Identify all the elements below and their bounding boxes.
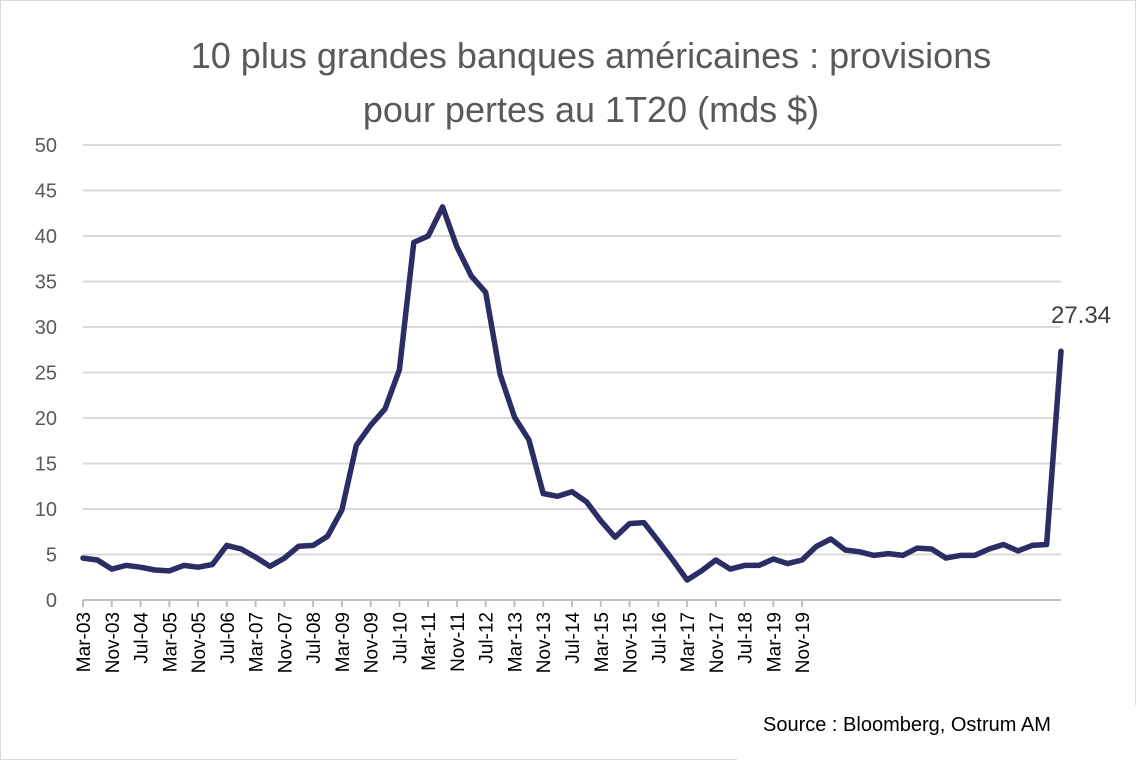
x-tick-label: Jul-18 bbox=[736, 612, 757, 664]
x-tick-label: Mar-09 bbox=[333, 612, 354, 672]
x-tick-label: Jul-12 bbox=[477, 612, 498, 664]
x-tick-label: Mar-13 bbox=[505, 612, 526, 672]
y-tick-label: 15 bbox=[35, 454, 57, 476]
chart-title: 10 plus grandes banques américaines : pr… bbox=[141, 29, 1041, 137]
x-tick-label: Mar-05 bbox=[160, 612, 181, 672]
y-tick-label: 45 bbox=[35, 181, 57, 203]
x-tick-label: Jul-08 bbox=[304, 612, 325, 664]
x-tick-label: Nov-13 bbox=[534, 612, 555, 673]
y-tick-label: 30 bbox=[35, 317, 57, 339]
x-tick-label: Mar-07 bbox=[247, 612, 268, 672]
source-note: Source : Bloomberg, Ostrum AM bbox=[737, 705, 1136, 761]
x-tick-label: Nov-09 bbox=[362, 612, 383, 673]
y-tick-label: 0 bbox=[46, 590, 57, 612]
x-tick-label: Jul-04 bbox=[132, 612, 153, 664]
x-tick-label: Jul-14 bbox=[563, 612, 584, 664]
y-tick-label: 5 bbox=[46, 545, 57, 567]
x-tick-label: Nov-17 bbox=[707, 612, 728, 673]
x-tick-label: Nov-11 bbox=[448, 612, 469, 672]
chart-title-line-1: 10 plus grandes banques américaines : pr… bbox=[190, 35, 992, 76]
x-tick-label: Nov-03 bbox=[103, 612, 124, 673]
x-tick-label: Jul-16 bbox=[649, 612, 670, 664]
x-tick-label: Nov-15 bbox=[621, 612, 642, 673]
x-tick-label: Jul-10 bbox=[390, 612, 411, 664]
y-tick-label: 20 bbox=[35, 408, 57, 430]
x-tick-label: Nov-19 bbox=[793, 612, 814, 673]
y-tick-label: 25 bbox=[35, 363, 57, 385]
x-tick-label: Mar-11 bbox=[419, 612, 440, 671]
x-tick-label: Mar-17 bbox=[678, 612, 699, 672]
y-tick-label: 50 bbox=[35, 135, 57, 157]
chart-title-line-2: pour pertes au 1T20 (mds $) bbox=[362, 89, 820, 130]
x-tick-label: Nov-05 bbox=[189, 612, 210, 673]
x-tick-label: Mar-15 bbox=[592, 612, 613, 672]
y-tick-label: 40 bbox=[35, 226, 57, 248]
data-label: 27.34 bbox=[1051, 302, 1111, 329]
x-tick-label: Mar-03 bbox=[74, 612, 95, 672]
x-tick-label: Mar-19 bbox=[764, 612, 785, 672]
series-line bbox=[80, 204, 1064, 583]
y-tick-label: 35 bbox=[35, 272, 57, 294]
y-tick-label: 10 bbox=[35, 499, 57, 521]
x-tick-label: Nov-07 bbox=[275, 612, 296, 673]
x-tick-label: Jul-06 bbox=[218, 612, 239, 664]
